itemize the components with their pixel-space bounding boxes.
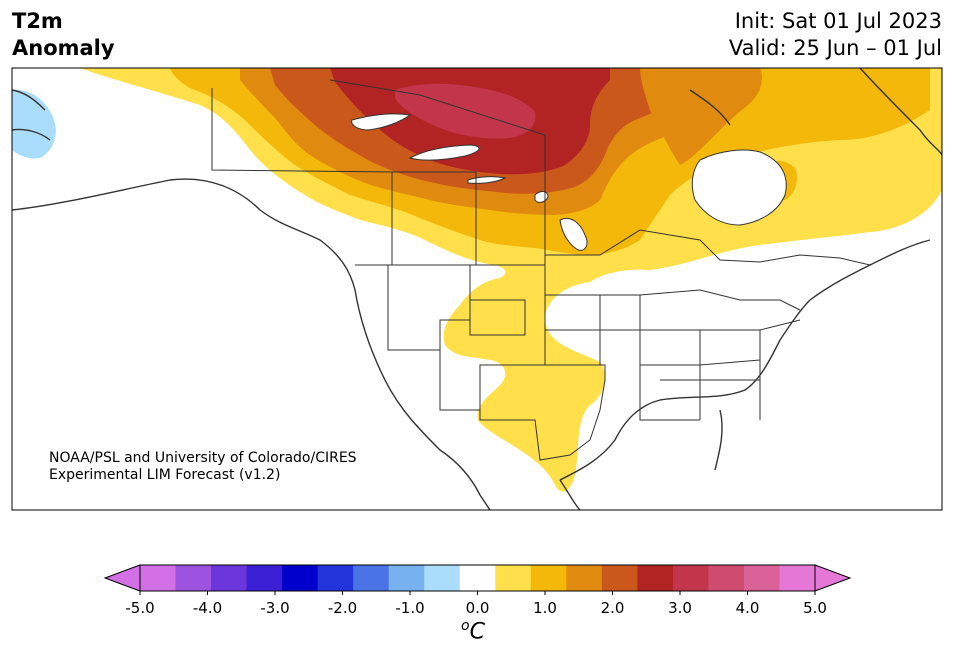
anomaly-contour-2-0-east bbox=[640, 68, 762, 165]
colorbar-tick-label: -5.0 bbox=[125, 599, 154, 617]
political-borders bbox=[211, 79, 871, 461]
title-line-2: Anomaly bbox=[12, 36, 115, 60]
colorbar-swatches bbox=[103, 564, 852, 592]
colorbar-swatch bbox=[317, 565, 354, 591]
colorbar-swatch bbox=[175, 565, 212, 591]
colorbar-ticks: -5.0 -4.0 -3.0 -2.0 -1.0 0.0 1.0 2.0 3.0 4.0 5.0 bbox=[125, 591, 827, 617]
credit-line-2: Experimental LIM Forecast (v1.2) bbox=[49, 467, 281, 483]
colorbar-unit: oC bbox=[461, 618, 485, 644]
colorbar-extend-high bbox=[814, 564, 852, 592]
colorbar-swatch bbox=[566, 565, 603, 591]
colorbar-swatch bbox=[708, 565, 745, 591]
map-frame bbox=[11, 67, 943, 511]
colorbar-swatch bbox=[388, 565, 425, 591]
init-date: Init: Sat 01 Jul 2023 bbox=[734, 9, 942, 33]
colorbar-swatch bbox=[424, 565, 461, 591]
unit-celsius: C bbox=[469, 619, 485, 645]
land-island-3 bbox=[467, 176, 507, 184]
colorbar-swatch bbox=[637, 565, 674, 591]
colorbar-swatch bbox=[353, 565, 390, 591]
colorbar-tick-label: -4.0 bbox=[193, 599, 222, 617]
forecast-dates: Init: Sat 01 Jul 2023 Valid: 25 Jun – 01… bbox=[729, 8, 942, 62]
colorbar-tick-label: 5.0 bbox=[803, 599, 827, 617]
land-island-2 bbox=[408, 144, 480, 161]
colorbar-swatch bbox=[282, 565, 319, 591]
credit-line-1: NOAA/PSL and University of Colorado/CIRE… bbox=[49, 450, 357, 466]
map-content bbox=[12, 68, 942, 510]
colorbar-tick-label: 0.0 bbox=[466, 599, 490, 617]
colorbar-tick-label: 3.0 bbox=[668, 599, 692, 617]
hudson-bay bbox=[691, 149, 787, 226]
colorbar-swatch bbox=[140, 565, 177, 591]
colorbar-swatch bbox=[246, 565, 283, 591]
map-title: T2m Anomaly bbox=[12, 8, 115, 62]
unit-degree: o bbox=[461, 618, 470, 634]
title-line-1: T2m bbox=[12, 9, 63, 33]
colorbar-swatch bbox=[530, 565, 567, 591]
colorbar-swatch bbox=[459, 565, 496, 591]
cold-anomaly-alaska bbox=[12, 89, 56, 159]
colorbar-extend-low bbox=[103, 564, 141, 592]
anomaly-contour-3-0 bbox=[395, 83, 536, 139]
colorbar-swatch bbox=[601, 565, 638, 591]
colorbar-swatch bbox=[779, 565, 816, 591]
lake-winnipeg bbox=[559, 217, 588, 251]
colorbar-swatch bbox=[495, 565, 532, 591]
credit-text: NOAA/PSL and University of Colorado/CIRE… bbox=[49, 450, 357, 484]
colorbar-tick-label: 4.0 bbox=[736, 599, 760, 617]
colorbar-tick-label: 2.0 bbox=[601, 599, 625, 617]
colorbar-swatch bbox=[743, 565, 780, 591]
colorbar-tick-label: -3.0 bbox=[260, 599, 289, 617]
colorbar-swatch bbox=[211, 565, 248, 591]
colorbar-swatch bbox=[672, 565, 709, 591]
colorbar-tick-label: 1.0 bbox=[533, 599, 557, 617]
coastlines bbox=[12, 68, 942, 510]
land-island-1 bbox=[351, 113, 412, 131]
valid-range: Valid: 25 Jun – 01 Jul bbox=[728, 36, 942, 60]
colorbar-tick-label: -1.0 bbox=[395, 599, 424, 617]
colorbar-tick-label: -2.0 bbox=[328, 599, 357, 617]
